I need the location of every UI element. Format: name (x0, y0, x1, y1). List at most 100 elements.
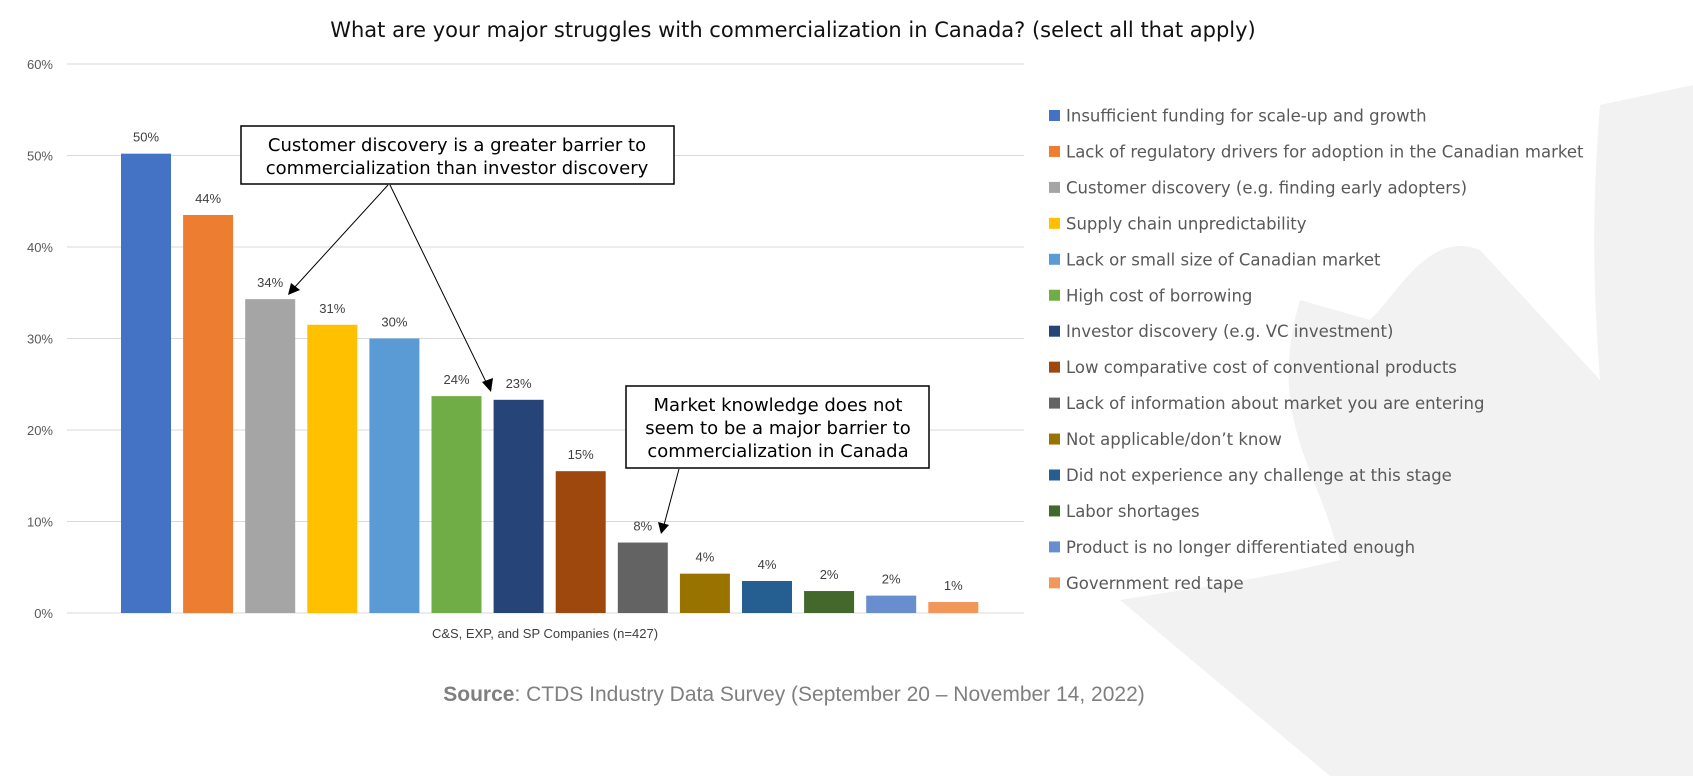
legend-label: Lack of information about market you are… (1066, 394, 1484, 413)
data-label: 24% (443, 372, 469, 387)
legend-label: High cost of borrowing (1066, 286, 1252, 305)
annotation-market-knowledge: Market knowledge does not seem to be a m… (625, 385, 930, 534)
legend-item: Supply chain unpredictability (1049, 214, 1307, 233)
legend-label: Insufficient funding for scale-up and gr… (1066, 107, 1427, 126)
data-label: 31% (319, 301, 345, 316)
annotation-arrow (663, 468, 680, 526)
annotation-line: seem to be a major barrier to (645, 418, 910, 439)
bar (617, 542, 668, 613)
bars (121, 153, 979, 614)
bar (742, 580, 792, 613)
legend-swatch (1049, 217, 1060, 229)
legend-label: Did not experience any challenge at this… (1066, 466, 1452, 485)
legend-label: Labor shortages (1066, 502, 1200, 521)
annotation-customer-vs-investor: Customer discovery is a greater barrier … (240, 125, 675, 392)
annotation-box (625, 385, 930, 469)
legend-item: Customer discovery (e.g. finding early a… (1049, 178, 1467, 197)
maple-leaf-watermark-shape (1120, 85, 1693, 776)
legend-item: Labor shortages (1049, 502, 1200, 521)
data-label: 2% (882, 572, 901, 587)
data-label: 4% (696, 550, 715, 565)
arrowhead-icon (482, 378, 493, 392)
legend-item: Not applicable/don’t know (1049, 430, 1282, 449)
legend-swatch (1049, 289, 1060, 301)
annotation-line: Customer discovery is a greater barrier … (268, 135, 646, 156)
annotation-line: Market knowledge does not (654, 395, 903, 416)
data-label: 34% (257, 275, 283, 290)
legend-label: Product is no longer differentiated enou… (1066, 538, 1415, 557)
legend-swatch (1049, 181, 1060, 193)
y-axis-ticks: 0% 10% 20% 30% 40% 50% 60% (27, 57, 53, 621)
legend: Insufficient funding for scale-up and gr… (1049, 107, 1584, 593)
bar (493, 399, 544, 613)
legend-item: Did not experience any challenge at this… (1049, 466, 1452, 485)
bar (121, 153, 171, 614)
legend-swatch (1049, 505, 1060, 517)
y-tick-label: 60% (27, 57, 53, 72)
data-label: 23% (506, 376, 532, 391)
annotation-arrow (293, 184, 389, 289)
data-label: 50% (133, 130, 159, 145)
source-label: Source (443, 683, 514, 706)
bar (245, 299, 296, 613)
legend-swatch (1049, 145, 1060, 157)
annotation-line: commercialization than investor discover… (266, 158, 649, 179)
data-label: 1% (944, 578, 963, 593)
data-label: 30% (381, 315, 407, 330)
y-tick-label: 20% (27, 423, 53, 438)
legend-item: Government red tape (1049, 574, 1244, 593)
x-axis-label: C&S, EXP, and SP Companies (n=427) (432, 626, 658, 641)
legend-item: Low comparative cost of conventional pro… (1049, 358, 1457, 377)
legend-swatch (1049, 577, 1060, 589)
legend-swatch (1049, 469, 1060, 481)
legend-item: Lack of regulatory drivers for adoption … (1049, 142, 1584, 161)
data-labels: 50% 44% 34% 31% 30% 24% 23% 15% 8% 4% 4% 2% 2% 1% (133, 130, 963, 593)
legend-swatch (1049, 541, 1060, 553)
source-text: : CTDS Industry Data Survey (September 2… (514, 683, 1144, 706)
data-label: 15% (568, 447, 594, 462)
data-label: 8% (633, 519, 652, 534)
legend-label: Supply chain unpredictability (1066, 214, 1307, 233)
legend-item: Insufficient funding for scale-up and gr… (1049, 107, 1427, 126)
annotation-box (240, 125, 675, 185)
annotation-line: commercialization in Canada (647, 441, 908, 462)
y-tick-label: 0% (34, 606, 53, 621)
legend-swatch (1049, 397, 1060, 409)
bar (804, 591, 855, 613)
bar (431, 396, 482, 613)
legend-label: Lack or small size of Canadian market (1066, 250, 1381, 269)
arrowhead-icon (288, 283, 300, 295)
legend-swatch (1049, 110, 1060, 121)
legend-item: Investor discovery (e.g. VC investment) (1049, 322, 1393, 341)
source-note: Source: CTDS Industry Data Survey (Septe… (443, 683, 1145, 706)
legend-label: Low comparative cost of conventional pro… (1066, 358, 1457, 377)
bar (679, 573, 730, 613)
y-tick-label: 50% (27, 149, 53, 164)
legend-swatch (1049, 253, 1060, 265)
legend-label: Investor discovery (e.g. VC investment) (1066, 322, 1393, 341)
arrowhead-icon (658, 522, 669, 534)
data-label: 44% (195, 191, 221, 206)
legend-label: Lack of regulatory drivers for adoption … (1066, 142, 1584, 161)
bar (866, 595, 917, 613)
legend-label: Not applicable/don’t know (1066, 430, 1282, 449)
y-tick-label: 30% (27, 332, 53, 347)
bar (183, 214, 234, 613)
data-label: 2% (820, 567, 839, 582)
bar (928, 602, 979, 613)
legend-label: Government red tape (1066, 574, 1244, 593)
y-tick-label: 10% (27, 515, 53, 530)
annotation-arrow (389, 184, 488, 385)
legend-swatch (1049, 361, 1060, 373)
legend-item: High cost of borrowing (1049, 286, 1252, 305)
legend-item: Product is no longer differentiated enou… (1049, 538, 1415, 557)
legend-item: Lack of information about market you are… (1049, 394, 1484, 413)
legend-swatch (1049, 433, 1060, 445)
y-tick-label: 40% (27, 240, 53, 255)
bar (307, 324, 358, 613)
legend-item: Lack or small size of Canadian market (1049, 250, 1381, 269)
bar (555, 471, 606, 613)
legend-swatch (1049, 325, 1060, 337)
